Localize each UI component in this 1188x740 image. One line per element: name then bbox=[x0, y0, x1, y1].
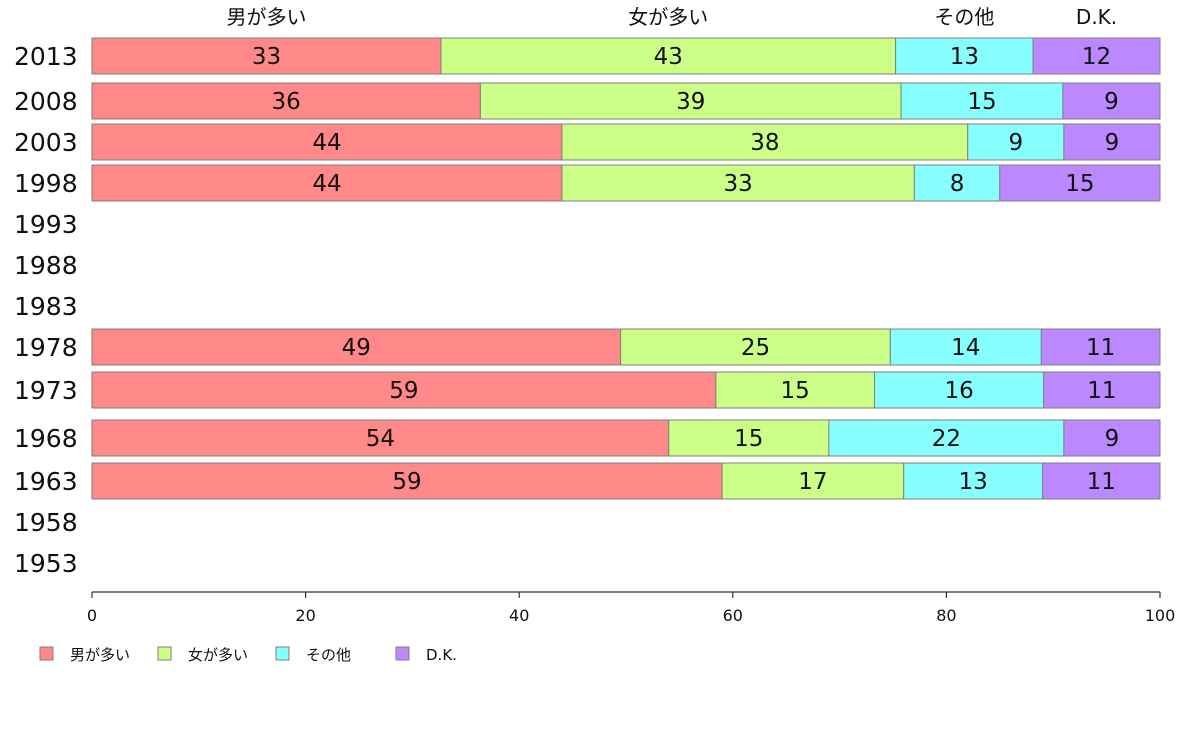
column-header-1: 女が多い bbox=[628, 5, 708, 29]
legend: 男が多い 女が多い その他 D.K. bbox=[39, 646, 457, 664]
bar-1998-series-1 bbox=[561, 164, 915, 202]
year-label-1988: 1988 bbox=[14, 251, 78, 280]
value-label-2003-series-0: 44 bbox=[312, 130, 341, 156]
bars: 33 43 13 12 36 39 15 9 44 38 9 9 44 33 8 15 49 25 14 11 59 15… bbox=[91, 37, 1161, 500]
value-label-1968-series-2: 22 bbox=[932, 426, 961, 452]
value-label-1978-series-3: 11 bbox=[1086, 335, 1115, 361]
value-label-2013-series-0: 33 bbox=[252, 44, 281, 70]
value-label-1978-series-1: 25 bbox=[741, 335, 770, 361]
value-label-1998-series-2: 8 bbox=[950, 171, 965, 197]
bar-2003-series-1 bbox=[561, 123, 969, 161]
value-label-1968-series-0: 54 bbox=[366, 426, 395, 452]
bar-1978-series-2 bbox=[889, 328, 1042, 366]
value-label-2013-series-2: 13 bbox=[950, 44, 979, 70]
x-tick-label-80: 80 bbox=[936, 606, 956, 625]
bar-1973-series-3 bbox=[1043, 371, 1161, 409]
bar-2008-series-0 bbox=[91, 82, 481, 120]
legend-swatch-2 bbox=[275, 646, 290, 661]
value-label-1973-series-0: 59 bbox=[389, 378, 418, 404]
value-label-2008-series-1: 39 bbox=[676, 89, 705, 115]
bar-1968-series-2 bbox=[828, 419, 1065, 457]
value-label-1968-series-3: 9 bbox=[1105, 426, 1120, 452]
value-label-1968-series-1: 15 bbox=[734, 426, 763, 452]
year-label-1968: 1968 bbox=[14, 424, 78, 453]
bar-1978-series-1 bbox=[620, 328, 891, 366]
value-label-2008-series-2: 15 bbox=[967, 89, 996, 115]
value-label-1963-series-1: 17 bbox=[798, 469, 827, 495]
legend-label-2: その他 bbox=[306, 646, 351, 664]
value-label-2003-series-1: 38 bbox=[750, 130, 779, 156]
x-axis: 0 20 40 60 80 100 bbox=[87, 591, 1176, 625]
value-label-1973-series-1: 15 bbox=[781, 378, 810, 404]
value-label-1963-series-2: 13 bbox=[958, 469, 987, 495]
year-label-1953: 1953 bbox=[14, 549, 78, 578]
x-tick-label-100: 100 bbox=[1145, 606, 1176, 625]
value-label-1998-series-0: 44 bbox=[312, 171, 341, 197]
year-label-1963: 1963 bbox=[14, 467, 78, 496]
bar-2013-series-1 bbox=[440, 37, 897, 75]
year-label-1973: 1973 bbox=[14, 376, 78, 405]
year-label-1958: 1958 bbox=[14, 508, 78, 537]
bar-2008-series-1 bbox=[479, 82, 902, 120]
bar-1998-series-3 bbox=[999, 164, 1161, 202]
bar-1998-series-0 bbox=[91, 164, 563, 202]
value-label-2013-series-1: 43 bbox=[654, 44, 683, 70]
bar-1963-series-0 bbox=[91, 462, 723, 500]
legend-swatch-0 bbox=[39, 646, 54, 661]
bar-1973-series-2 bbox=[873, 371, 1045, 409]
value-label-2003-series-3: 9 bbox=[1105, 130, 1120, 156]
bar-2013-series-2 bbox=[895, 37, 1034, 75]
bar-2013-series-3 bbox=[1032, 37, 1161, 75]
year-label-2003: 2003 bbox=[14, 128, 78, 157]
year-label-1978: 1978 bbox=[14, 333, 78, 362]
bar-2003-series-0 bbox=[91, 123, 563, 161]
year-label-2013: 2013 bbox=[14, 42, 78, 71]
legend-label-3: D.K. bbox=[426, 646, 457, 664]
value-label-2008-series-3: 9 bbox=[1104, 89, 1119, 115]
value-label-2013-series-3: 12 bbox=[1082, 44, 1111, 70]
value-label-1978-series-2: 14 bbox=[951, 335, 980, 361]
bar-1978-series-0 bbox=[91, 328, 622, 366]
x-tick-label-40: 40 bbox=[509, 606, 529, 625]
value-label-1973-series-2: 16 bbox=[944, 378, 973, 404]
bar-1963-series-3 bbox=[1042, 462, 1161, 500]
value-label-1998-series-1: 33 bbox=[723, 171, 752, 197]
legend-swatch-1 bbox=[157, 646, 172, 661]
bar-1973-series-1 bbox=[715, 371, 875, 409]
bar-2008-series-3 bbox=[1062, 82, 1161, 120]
column-header-0: 男が多い bbox=[226, 5, 306, 29]
year-label-2008: 2008 bbox=[14, 87, 78, 116]
bar-1963-series-2 bbox=[903, 462, 1044, 500]
bar-1978-series-3 bbox=[1040, 328, 1161, 366]
legend-label-0: 男が多い bbox=[70, 646, 130, 664]
value-label-1978-series-0: 49 bbox=[342, 335, 371, 361]
year-label-1983: 1983 bbox=[14, 292, 78, 321]
x-tick-label-20: 20 bbox=[295, 606, 315, 625]
year-labels: 2013 2008 2003 1998 1993 1988 1983 1978 1973 1968… bbox=[14, 42, 78, 578]
value-label-1963-series-0: 59 bbox=[392, 469, 421, 495]
x-tick-label-60: 60 bbox=[723, 606, 743, 625]
bar-2013-series-0 bbox=[91, 37, 442, 75]
year-label-1993: 1993 bbox=[14, 210, 78, 239]
bar-2003-series-3 bbox=[1063, 123, 1161, 161]
column-header-2: その他 bbox=[934, 5, 994, 29]
x-tick-label-0: 0 bbox=[87, 606, 97, 625]
value-label-2003-series-2: 9 bbox=[1008, 130, 1023, 156]
year-label-1998: 1998 bbox=[14, 169, 78, 198]
bar-1968-series-0 bbox=[91, 419, 670, 457]
legend-swatch-3 bbox=[395, 646, 410, 661]
bar-2008-series-2 bbox=[900, 82, 1064, 120]
value-label-2008-series-0: 36 bbox=[272, 89, 301, 115]
bar-1968-series-3 bbox=[1063, 419, 1161, 457]
bar-1973-series-0 bbox=[91, 371, 717, 409]
value-label-1973-series-3: 11 bbox=[1087, 378, 1116, 404]
column-headers: 男が多い 女が多い その他 D.K. bbox=[226, 5, 1117, 29]
value-label-1963-series-3: 11 bbox=[1087, 469, 1116, 495]
value-label-1998-series-3: 15 bbox=[1065, 171, 1094, 197]
legend-label-1: 女が多い bbox=[188, 646, 248, 664]
column-header-3: D.K. bbox=[1076, 5, 1117, 29]
